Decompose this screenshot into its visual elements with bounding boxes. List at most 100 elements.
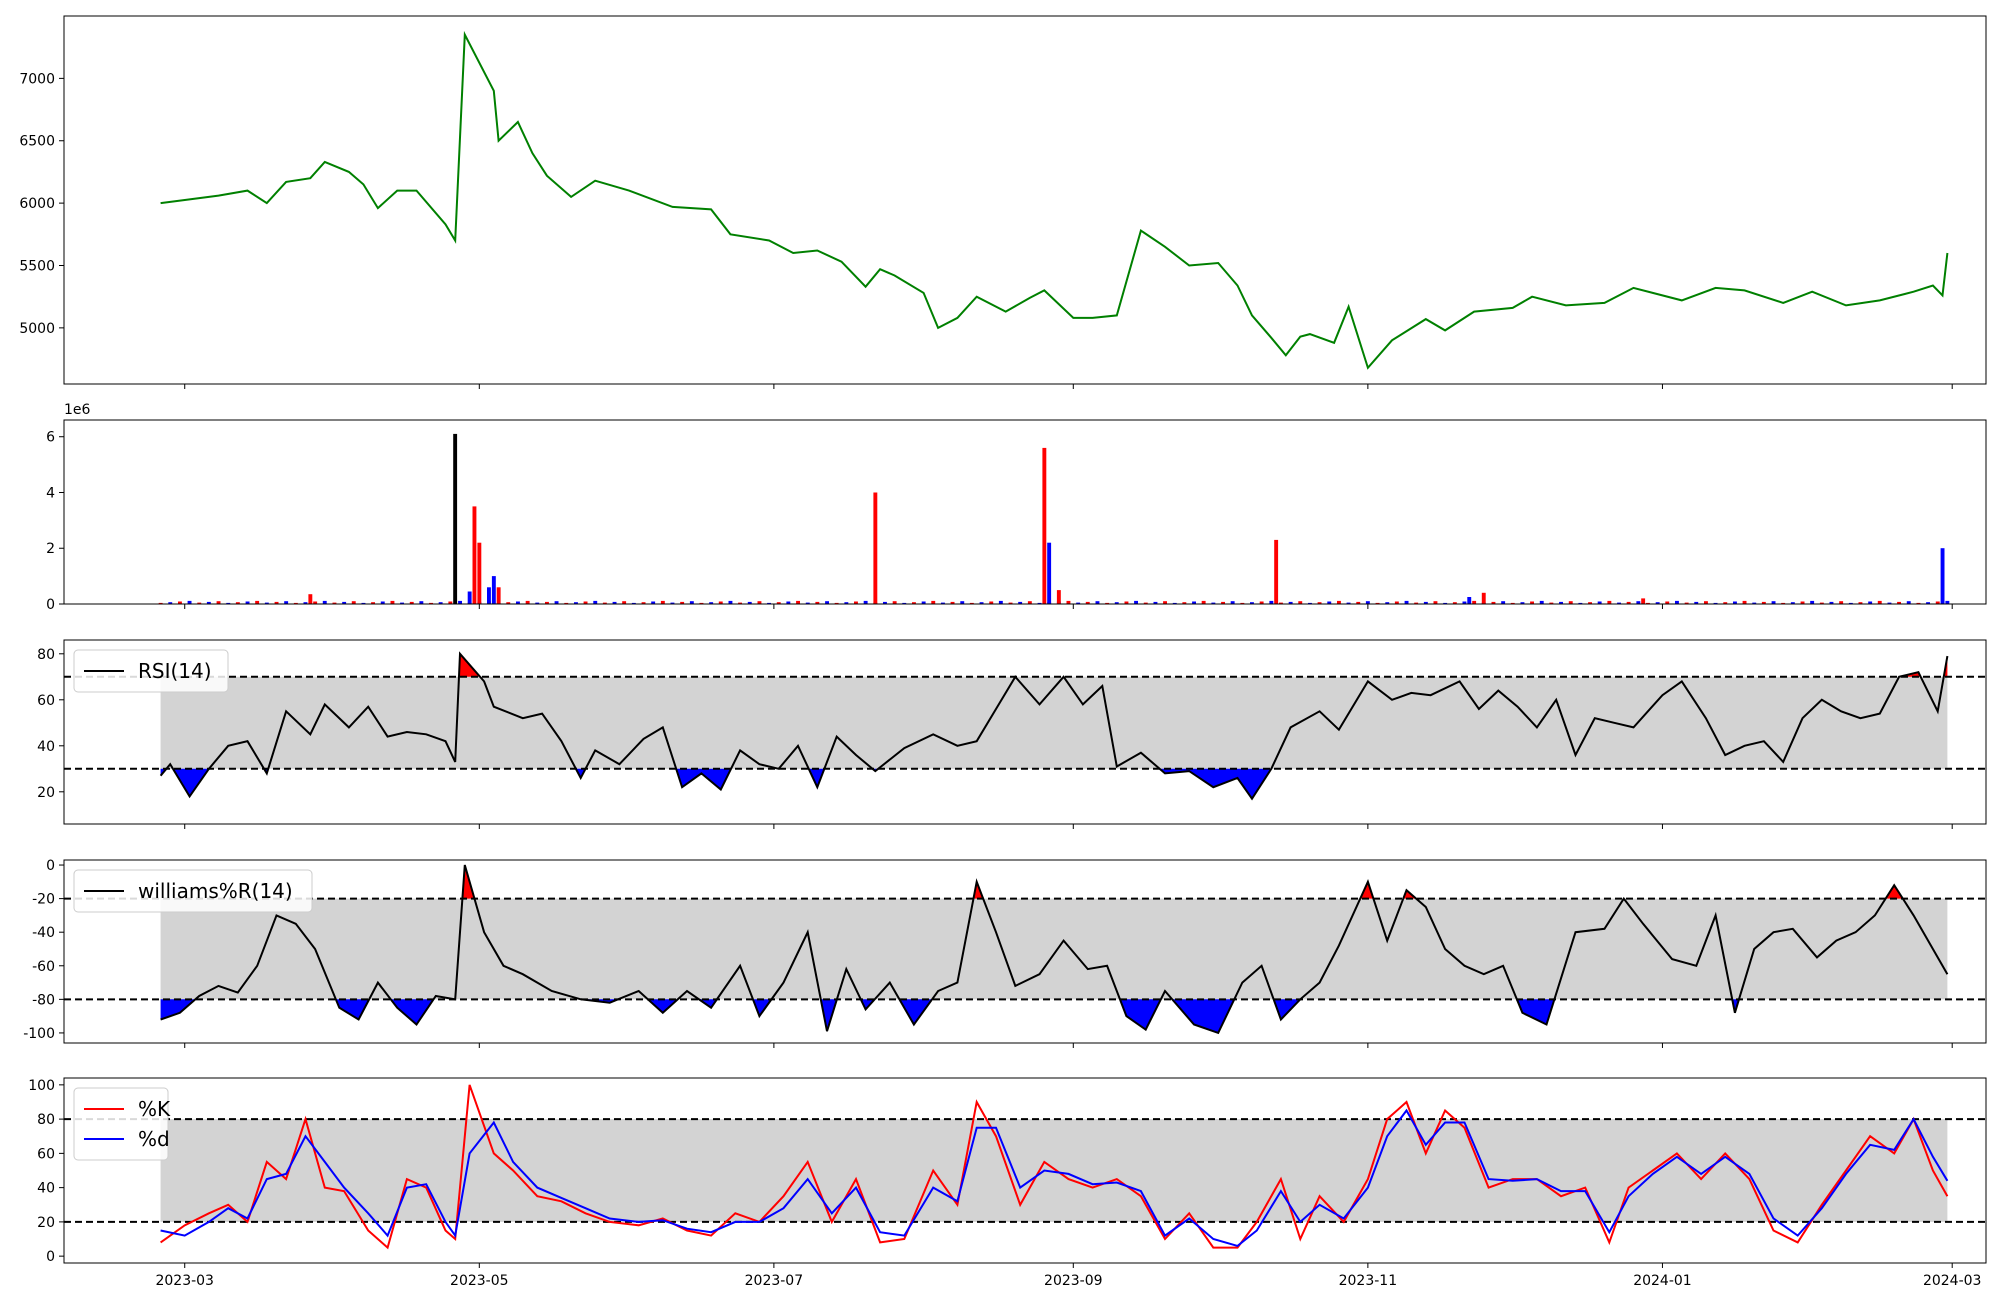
williams-overbought-fill: [1885, 885, 1903, 899]
volume-bar-small: [187, 600, 192, 604]
volume-bar-small: [747, 601, 752, 604]
stochastic-ytick-label: 100: [28, 1078, 55, 1094]
volume-bar-small: [1935, 601, 1940, 604]
volume-bar-small: [969, 602, 974, 604]
williams-legend-box: [73, 869, 313, 913]
volume-bar-small: [1945, 600, 1950, 604]
volume-bar-small: [1829, 601, 1834, 604]
williams-oversold-fill: [820, 999, 837, 1032]
volume-bar-small: [158, 602, 163, 604]
volume-bar-small: [892, 601, 897, 604]
volume-bar-small: [1897, 601, 1901, 604]
rsi-panel: 20 40 60 80 RSI(14): [37, 639, 1987, 825]
volume-bar-small: [989, 601, 994, 604]
volume-bar-small: [1153, 601, 1158, 604]
volume-bar-small: [1037, 602, 1042, 604]
volume-bar-small: [255, 600, 260, 604]
volume-bar-small: [1414, 602, 1419, 604]
volume-bar-small: [1008, 602, 1013, 604]
rsi-ytick-label: 80: [37, 647, 55, 663]
volume-bar-small: [854, 601, 858, 604]
volume-offset-label: 1e6: [64, 402, 91, 418]
volume-bar-small: [1423, 601, 1428, 604]
volume-bar-small: [834, 602, 839, 604]
volume-ytick-label: 2: [46, 541, 55, 557]
volume-ytick-label: 4: [46, 485, 55, 501]
volume-bar-small: [168, 602, 173, 604]
williams-oversold-fill: [160, 999, 196, 1020]
rsi-legend-label: RSI(14): [138, 659, 212, 683]
volume-bar-small: [1085, 601, 1090, 604]
stochastic-ytick-label: 80: [37, 1112, 55, 1128]
volume-bar-small: [883, 601, 887, 604]
volume-bar-small: [458, 600, 462, 604]
volume-bar-small: [293, 602, 298, 604]
volume-bar-small: [284, 601, 289, 604]
williams-overbought-fill: [1360, 881, 1374, 899]
volume-bar-small: [1790, 602, 1795, 604]
x-tick-label: 2023-07: [745, 1273, 804, 1289]
volume-bar-small: [912, 602, 916, 604]
volume-bar-small: [1530, 601, 1534, 604]
volume-bar-small: [1655, 602, 1660, 604]
williams-oversold-fill: [753, 999, 772, 1017]
volume-bar-small: [245, 601, 250, 604]
volume-bar-small: [390, 600, 395, 604]
volume-bar-small: [863, 600, 868, 604]
stochastic-ytick-label: 40: [37, 1181, 55, 1197]
volume-bar-small: [313, 601, 318, 604]
volume-bar-small: [757, 601, 762, 604]
williams-ytick-label: 0: [46, 858, 55, 874]
volume-bar-small: [1172, 602, 1177, 604]
volume-bar-small: [554, 601, 559, 604]
volume-bar-small: [660, 600, 665, 604]
volume-bar-small: [564, 602, 569, 604]
x-tick-label: 2023-03: [155, 1273, 214, 1289]
volume-bar-small: [1906, 601, 1911, 604]
volume-bar-small: [709, 602, 714, 604]
rsi-oversold-fill: [1159, 768, 1272, 799]
volume-bar-small: [1066, 600, 1071, 604]
volume-bar: [453, 433, 458, 604]
volume-bar-small: [400, 602, 404, 604]
volume-bar-small: [1124, 601, 1129, 604]
volume-bar-small: [332, 602, 337, 604]
volume-bar-small: [535, 602, 540, 604]
volume-bar-small: [1452, 602, 1457, 604]
volume-bar-small: [1433, 601, 1438, 604]
volume-bar-small: [1665, 601, 1670, 604]
volume-bar-small: [1597, 601, 1602, 604]
volume-bar-small: [371, 602, 375, 604]
williams-frame: [63, 859, 1987, 1044]
volume-bar-small: [622, 601, 627, 604]
williams-ytick-label: -40: [32, 925, 55, 941]
volume-bar: [1056, 590, 1061, 604]
volume-bar-small: [545, 601, 549, 604]
volume-bar-small: [1317, 602, 1322, 604]
volume-bar-small: [1868, 601, 1873, 604]
volume-bar: [477, 542, 482, 604]
volume-bar-small: [1752, 602, 1757, 604]
volume-bar-small: [1163, 601, 1167, 604]
volume-bar-small: [1810, 600, 1815, 604]
williams-ytick-label: -20: [32, 892, 55, 908]
volume-bar-small: [1549, 602, 1554, 604]
volume-bar-small: [1684, 602, 1689, 604]
volume-bar: [1047, 542, 1052, 604]
volume-bar-small: [1646, 602, 1650, 604]
volume-bar-small: [1394, 601, 1399, 604]
stochastic-frame: [63, 1077, 1987, 1264]
price-ytick-label: 5000: [19, 321, 55, 337]
volume-bar-small: [1288, 601, 1293, 604]
volume-bar-small: [1192, 601, 1196, 604]
stochastic-series-line: [160, 1084, 1949, 1250]
stochastic-legend-box: [73, 1087, 169, 1161]
volume-bar-small: [844, 602, 849, 604]
williams-oversold-fill: [899, 999, 932, 1025]
volume-bar-small: [1308, 602, 1312, 604]
volume-bar-small: [902, 602, 907, 604]
volume-bar-small: [216, 601, 221, 604]
x-tick-label: 2023-11: [1339, 1273, 1398, 1289]
volume-bar-small: [1877, 600, 1882, 604]
volume-bar: [873, 492, 878, 604]
